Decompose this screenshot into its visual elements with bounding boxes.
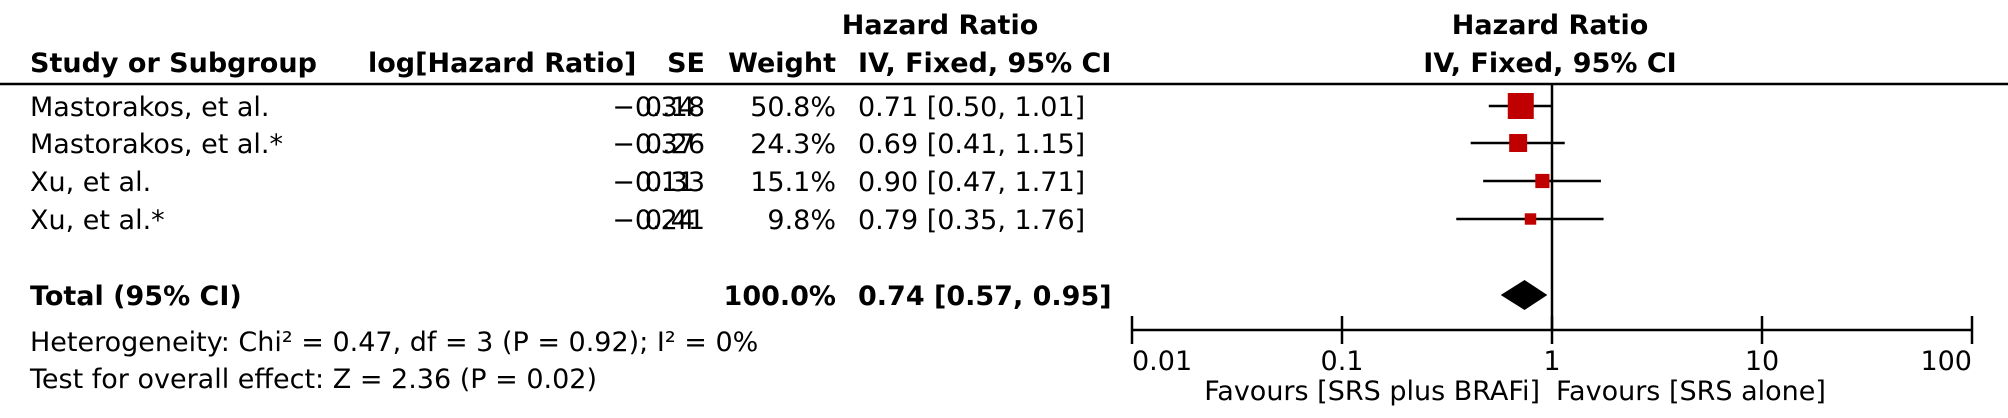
x-tick-label: 100 <box>1920 346 1972 377</box>
study-se: 0.41 <box>644 205 705 236</box>
study-log-hr: −0.11 <box>612 167 695 198</box>
study-weight: 9.8% <box>767 205 836 236</box>
x-tick-label: 1 <box>1543 346 1560 377</box>
header-log-hr: log[Hazard Ratio] <box>368 48 637 79</box>
study-marker <box>1507 93 1534 119</box>
x-tick-label: 0.01 <box>1132 346 1192 377</box>
study-log-hr: −0.34 <box>612 92 695 123</box>
study-name: Mastorakos, et al. <box>30 92 270 123</box>
study-marker <box>1535 173 1550 189</box>
favours-right-label: Favours [SRS alone] <box>1556 376 1826 407</box>
header-ci-bottom: IV, Fixed, 95% CI <box>858 48 1112 79</box>
study-ci-text: 0.71 [0.50, 1.01] <box>858 92 1086 123</box>
study-weight: 24.3% <box>750 129 836 160</box>
study-name: Xu, et al. <box>30 167 152 198</box>
favours-left-label: Favours [SRS plus BRAFi] <box>1204 376 1540 407</box>
header-weight: Weight <box>728 48 836 79</box>
study-log-hr: −0.24 <box>612 205 695 236</box>
study-ci-text: 0.90 [0.47, 1.71] <box>858 167 1086 198</box>
header-plot-top: Hazard Ratio <box>1451 10 1649 41</box>
heterogeneity-text: Heterogeneity: Chi² = 0.47, df = 3 (P = … <box>30 327 759 358</box>
study-se: 0.18 <box>644 92 705 123</box>
header-se: SE <box>667 48 705 79</box>
header-study: Study or Subgroup <box>30 48 317 79</box>
study-weight: 50.8% <box>750 92 836 123</box>
total-ci-text: 0.74 [0.57, 0.95] <box>858 281 1112 312</box>
x-tick-label: 10 <box>1745 346 1779 377</box>
study-se: 0.33 <box>644 167 705 198</box>
study-weight: 15.1% <box>750 167 836 198</box>
study-name: Xu, et al.* <box>30 205 165 236</box>
study-log-hr: −0.37 <box>612 129 695 160</box>
total-diamond <box>1500 280 1548 310</box>
study-marker <box>1509 134 1528 152</box>
study-ci-text: 0.69 [0.41, 1.15] <box>858 129 1086 160</box>
header-plot-bottom: IV, Fixed, 95% CI <box>1423 48 1677 79</box>
total-label: Total (95% CI) <box>30 281 242 312</box>
header-ci-top: Hazard Ratio <box>841 10 1039 41</box>
study-marker <box>1524 213 1537 225</box>
overall-effect-text: Test for overall effect: Z = 2.36 (P = 0… <box>30 364 597 395</box>
study-name: Mastorakos, et al.* <box>30 129 283 160</box>
total-weight: 100.0% <box>723 281 836 312</box>
study-ci-text: 0.79 [0.35, 1.76] <box>858 205 1086 236</box>
study-se: 0.26 <box>644 129 705 160</box>
x-tick-label: 0.1 <box>1321 346 1364 377</box>
